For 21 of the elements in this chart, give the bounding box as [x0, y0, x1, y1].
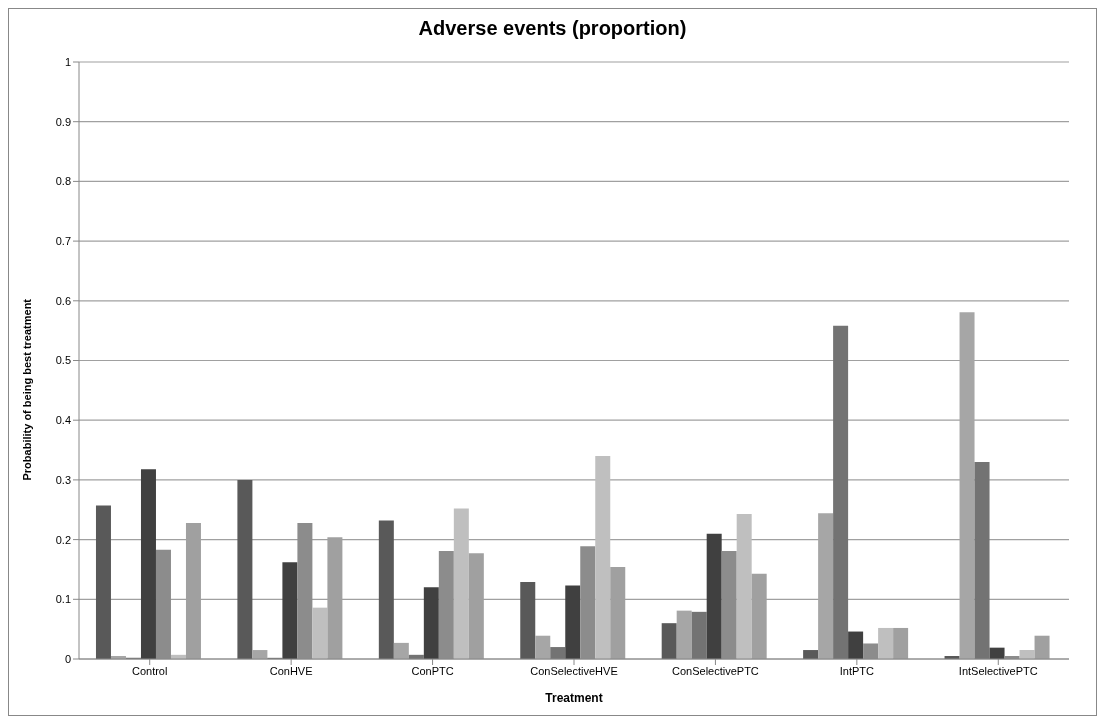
y-tick-label: 0.3: [55, 473, 71, 486]
y-tick-label: 1: [64, 55, 71, 68]
x-tick-label: IntPTC: [839, 664, 875, 677]
y-tick-label: 0.9: [55, 115, 71, 128]
x-axis-title: Treatment: [545, 691, 603, 705]
y-tick-label: 0.8: [55, 175, 71, 188]
y-tick-label: 0.7: [55, 235, 71, 248]
y-tick-label: 0.4: [55, 414, 71, 427]
x-tick-label: ConSelectiveHVE: [530, 664, 618, 677]
y-tick-label: 0.5: [55, 354, 71, 367]
chart-title: Adverse events (proportion): [417, 17, 688, 41]
y-tick-label: 0: [64, 652, 71, 665]
x-tick-label: ConHVE: [269, 664, 313, 677]
x-tick-label: ConSelectivePTC: [672, 664, 759, 677]
y-axis-title: Probability of being best treatment: [20, 298, 33, 481]
x-tick-label: ConPTC: [411, 664, 454, 677]
x-tick-label: IntSelectivePTC: [958, 664, 1038, 677]
y-tick-label: 0.6: [55, 294, 71, 307]
y-tick-label: 0.1: [55, 593, 71, 606]
y-tick-label: 0.2: [55, 533, 71, 546]
x-tick-label: Control: [131, 664, 168, 677]
